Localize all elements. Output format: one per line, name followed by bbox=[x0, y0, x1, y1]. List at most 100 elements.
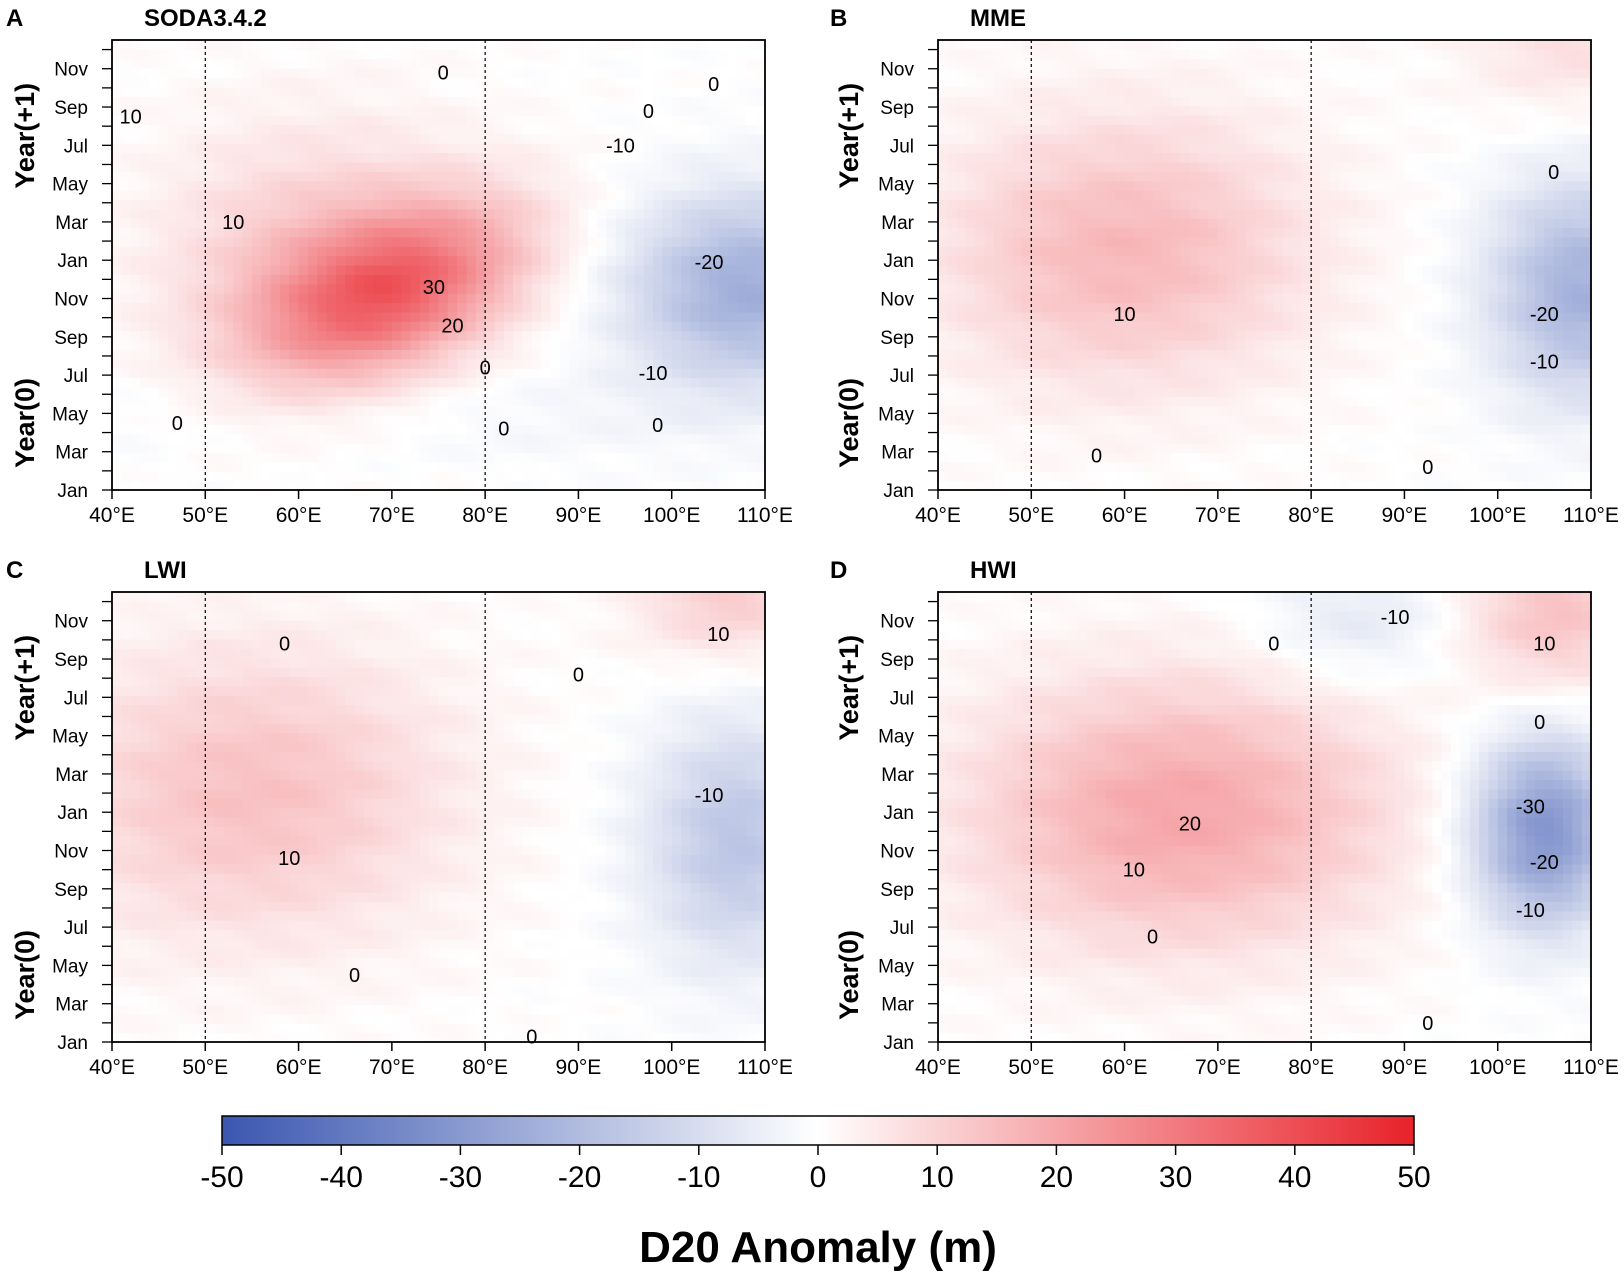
heatmap-cell bbox=[1189, 152, 1200, 163]
heatmap-cell bbox=[1012, 405, 1023, 416]
heatmap-cell bbox=[317, 443, 328, 454]
heatmap-cell bbox=[681, 283, 691, 294]
heatmap-cell bbox=[587, 293, 598, 304]
heatmap-cell bbox=[335, 208, 346, 219]
heatmap-cell bbox=[447, 265, 458, 275]
heatmap-cell bbox=[1171, 152, 1182, 163]
heatmap-cell bbox=[233, 77, 244, 88]
heatmap-cell bbox=[531, 152, 542, 163]
heatmap-cell bbox=[326, 227, 337, 238]
heatmap-cell bbox=[1040, 218, 1051, 229]
heatmap-cell bbox=[1021, 386, 1032, 397]
heatmap-cell bbox=[1124, 311, 1135, 322]
heatmap-cell bbox=[615, 40, 626, 50]
heatmap-cell bbox=[993, 58, 1004, 69]
heatmap-cell bbox=[1059, 386, 1070, 397]
heatmap-cell bbox=[1217, 386, 1228, 397]
heatmap-cell bbox=[1161, 311, 1172, 322]
heatmap-cell bbox=[1012, 68, 1023, 79]
heatmap-cell bbox=[186, 227, 197, 238]
heatmap-cell bbox=[1003, 236, 1014, 247]
heatmap-cell bbox=[503, 471, 514, 482]
heatmap-cell bbox=[112, 49, 122, 60]
heatmap-cell bbox=[251, 86, 262, 97]
heatmap-cell bbox=[634, 340, 645, 350]
heatmap-cell bbox=[956, 424, 967, 435]
heatmap-cell bbox=[578, 218, 589, 229]
heatmap-cell bbox=[975, 340, 986, 350]
heatmap-cell bbox=[307, 471, 318, 482]
heatmap-cell bbox=[746, 171, 757, 182]
y-group-label-year1: Year(+1) bbox=[10, 83, 40, 189]
heatmap-cell bbox=[354, 227, 365, 238]
heatmap-cell bbox=[373, 49, 384, 60]
heatmap-cell bbox=[289, 227, 300, 238]
heatmap-cell bbox=[625, 152, 635, 163]
heatmap-cell bbox=[1012, 265, 1023, 275]
heatmap-cell bbox=[965, 415, 976, 425]
heatmap-cell bbox=[363, 311, 374, 322]
heatmap-cell bbox=[1059, 190, 1070, 200]
heatmap-cell bbox=[559, 340, 570, 350]
heatmap-cell bbox=[513, 227, 524, 238]
heatmap-cell bbox=[653, 124, 663, 135]
heatmap-cell bbox=[326, 302, 337, 313]
heatmap-cell bbox=[984, 368, 995, 379]
heatmap-cell bbox=[382, 133, 393, 144]
heatmap-cell bbox=[690, 190, 701, 200]
heatmap-cell bbox=[335, 86, 346, 97]
heatmap-cell bbox=[587, 283, 598, 294]
heatmap-cell bbox=[345, 340, 356, 350]
heatmap-cell bbox=[410, 349, 421, 360]
heatmap-cell bbox=[1087, 68, 1098, 79]
heatmap-cell bbox=[965, 171, 976, 182]
heatmap-cell bbox=[466, 133, 477, 144]
heatmap-cell bbox=[947, 368, 958, 379]
heatmap-cell bbox=[1143, 96, 1154, 107]
heatmap-cell bbox=[690, 133, 701, 144]
heatmap-cell bbox=[1161, 293, 1172, 304]
heatmap-cell bbox=[335, 386, 346, 397]
contour-label: 10 bbox=[222, 212, 244, 234]
heatmap-cell bbox=[681, 227, 691, 238]
heatmap-cell bbox=[429, 246, 440, 257]
heatmap-cell bbox=[690, 368, 701, 379]
heatmap-cell bbox=[699, 171, 710, 182]
heatmap-cell bbox=[1087, 321, 1098, 332]
heatmap-cell bbox=[1124, 105, 1135, 116]
heatmap-cell bbox=[373, 246, 384, 257]
heatmap-cell bbox=[130, 293, 141, 304]
heatmap-cell bbox=[1077, 105, 1088, 116]
heatmap-cell bbox=[429, 236, 440, 247]
heatmap-cell bbox=[1115, 190, 1126, 200]
heatmap-cell bbox=[177, 405, 188, 416]
heatmap-cell bbox=[494, 49, 505, 60]
heatmap-cell bbox=[345, 218, 356, 229]
heatmap-cell bbox=[1217, 283, 1228, 294]
heatmap-cell bbox=[559, 190, 570, 200]
heatmap-cell bbox=[956, 161, 967, 172]
heatmap-cell bbox=[149, 58, 160, 69]
heatmap-cell bbox=[699, 105, 710, 116]
heatmap-cell bbox=[391, 293, 402, 304]
heatmap-cell bbox=[326, 86, 337, 97]
heatmap-cell bbox=[1105, 405, 1116, 416]
heatmap-cell bbox=[112, 480, 122, 491]
heatmap-cell bbox=[391, 265, 402, 275]
heatmap-cell bbox=[345, 358, 356, 369]
heatmap-cell bbox=[391, 396, 402, 407]
heatmap-cell bbox=[345, 377, 356, 388]
heatmap-cell bbox=[205, 415, 216, 425]
heatmap-cell bbox=[1096, 433, 1107, 444]
heatmap-cell bbox=[947, 152, 958, 163]
heatmap-cell bbox=[755, 452, 766, 463]
contour-label: 0 bbox=[652, 415, 663, 437]
heatmap-cell bbox=[587, 433, 598, 444]
heatmap-cell bbox=[699, 255, 710, 266]
heatmap-cell bbox=[746, 265, 757, 275]
heatmap-cell bbox=[671, 236, 682, 247]
heatmap-cell bbox=[947, 386, 958, 397]
heatmap-cell bbox=[727, 443, 738, 454]
heatmap-cell bbox=[1021, 415, 1032, 425]
heatmap-cell bbox=[1003, 283, 1014, 294]
